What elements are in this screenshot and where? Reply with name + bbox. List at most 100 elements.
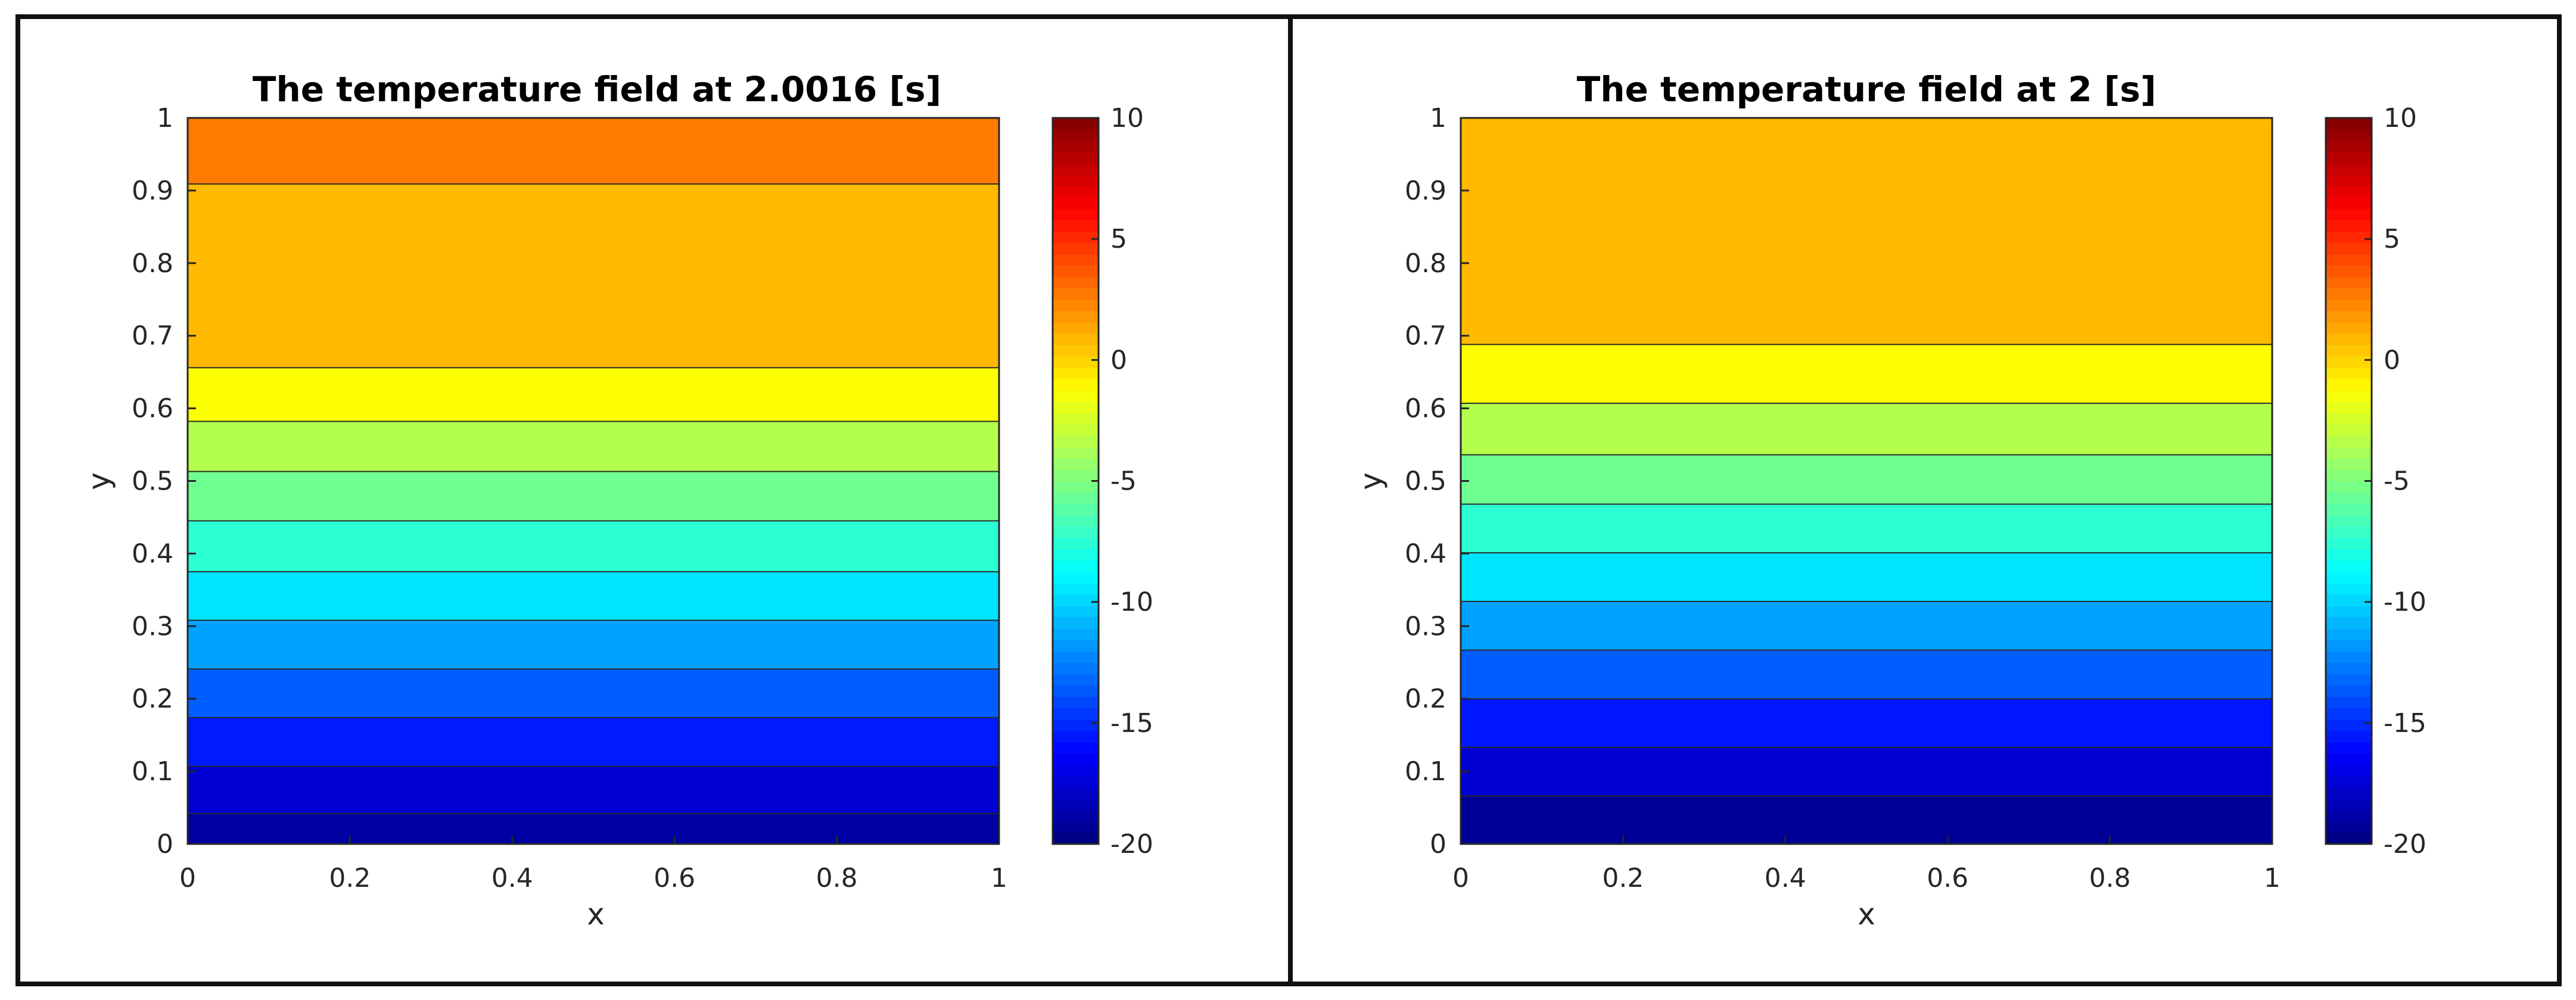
colorbar-swatch [1053, 594, 1099, 606]
y-tick-label: 0.4 [1405, 538, 1446, 569]
colorbar-swatch [1053, 163, 1099, 175]
colorbar-swatch [1053, 696, 1099, 709]
contour-band [1461, 796, 2272, 844]
colorbar-swatch [1053, 242, 1099, 255]
colorbar-swatch [1053, 333, 1099, 345]
colorbar-swatch [1053, 798, 1099, 811]
colorbar-swatch [2326, 390, 2372, 402]
colorbar-swatch [2326, 515, 2372, 527]
colorbar-swatch [1053, 526, 1099, 538]
contour-band [1461, 699, 2272, 747]
colorbar-swatch [2326, 526, 2372, 538]
colorbar-tick-label: -20 [1110, 829, 1153, 859]
contour-band [1461, 403, 2272, 455]
x-axis-label: x [1858, 897, 1875, 932]
x-tick-label: 0.6 [654, 863, 695, 893]
colorbar-swatch [1053, 424, 1099, 436]
colorbar-tick-label: 10 [1110, 103, 1144, 133]
contour-band [1461, 650, 2272, 699]
colorbar-swatch [1053, 742, 1099, 754]
y-axis-label: y [1354, 472, 1388, 490]
colorbar-swatch [1053, 379, 1099, 391]
colorbar-swatch [2326, 208, 2372, 221]
colorbar-swatch [2326, 640, 2372, 652]
colorbar-swatch [1053, 730, 1099, 743]
y-tick-label: 0.2 [132, 684, 173, 714]
colorbar-swatch [2326, 582, 2372, 595]
colorbar-swatch [2326, 344, 2372, 357]
contour-band [1461, 344, 2272, 404]
contour-lines [188, 183, 999, 814]
y-tick-label: 0.7 [132, 321, 173, 351]
contour-band [188, 813, 999, 844]
colorbar-swatch [2326, 288, 2372, 300]
colorbar-tick-label: -10 [1110, 587, 1153, 618]
colorbar-tick-label: -15 [2384, 708, 2426, 739]
colorbar-swatch [2326, 787, 2372, 799]
contour-band [188, 521, 999, 572]
colorbar-swatch [1053, 231, 1099, 244]
contour-band [188, 620, 999, 669]
colorbar-swatch [2326, 549, 2372, 561]
colorbar-swatch [1053, 492, 1099, 504]
x-tick-label: 0.4 [1765, 863, 1806, 893]
colorbar-swatch [2326, 299, 2372, 311]
colorbar-swatch [2326, 118, 2372, 130]
colorbar-swatch [2326, 254, 2372, 266]
y-tick-label: 0 [157, 829, 173, 859]
panel-frame-right [1288, 14, 2562, 986]
colorbar-swatch [1053, 832, 1099, 845]
y-tick-label: 0.4 [132, 538, 173, 569]
contour-band [1461, 504, 2272, 553]
colorbar-swatch [1053, 129, 1099, 141]
colorbar-swatch [1053, 787, 1099, 799]
colorbar-swatch [1053, 367, 1099, 379]
colorbar-swatch [2326, 594, 2372, 606]
y-tick-label: 0.5 [132, 466, 173, 497]
contour-band [188, 571, 999, 621]
colorbar-tick-label: 5 [2384, 224, 2400, 254]
colorbar-swatch [1053, 549, 1099, 561]
colorbar: 10 5 0 -5 -10 -15 -20 [1051, 103, 1153, 859]
colorbar-swatch [1053, 775, 1099, 788]
y-tick-label: 0 [1430, 829, 1446, 859]
colorbar-swatch [2326, 821, 2372, 833]
colorbar-swatch [2326, 413, 2372, 425]
colorbar-swatch [2326, 447, 2372, 459]
colorbar-swatch [2326, 617, 2372, 629]
colorbar-swatch [2326, 401, 2372, 413]
colorbar-swatch [2326, 141, 2372, 152]
colorbar-swatch [2326, 764, 2372, 777]
colorbar-tick-label: -15 [1110, 708, 1153, 739]
contour-band [188, 717, 999, 767]
colorbar-swatch [1053, 674, 1099, 686]
x-tick-label: 0.8 [816, 863, 858, 893]
y-tick-label: 1 [1430, 103, 1446, 133]
colorbar-swatch [2326, 163, 2372, 175]
contour-bands [1461, 118, 2272, 844]
colorbar-swatch [1053, 708, 1099, 720]
colorbar-swatch [1053, 571, 1099, 584]
colorbar-swatch [1053, 310, 1099, 323]
colorbar-swatch [2326, 809, 2372, 822]
x-tick-label: 0.4 [491, 863, 533, 893]
colorbar-swatch [2326, 492, 2372, 504]
y-tick-label: 0.8 [1405, 248, 1446, 279]
colorbar-swatch [1053, 447, 1099, 459]
colorbar-swatch [2326, 276, 2372, 289]
colorbar-swatch [1053, 288, 1099, 300]
contour-band [1461, 747, 2272, 796]
colorbar-tick-label: 0 [1110, 345, 1127, 375]
x-tick-label: 0 [1452, 863, 1469, 893]
contour-bands [188, 118, 999, 844]
colorbar-swatch [2326, 481, 2372, 493]
colorbar-swatch [1053, 152, 1099, 164]
contour-band [188, 471, 999, 521]
colorbar-swatch [1053, 220, 1099, 232]
y-tick-label: 0.6 [132, 394, 173, 424]
colorbar-swatch [1053, 197, 1099, 209]
colorbar-swatch [2326, 356, 2372, 368]
colorbar: 10 5 0 -5 -10 -15 -20 [2325, 103, 2426, 859]
colorbar-tick-label: 0 [2384, 345, 2400, 375]
